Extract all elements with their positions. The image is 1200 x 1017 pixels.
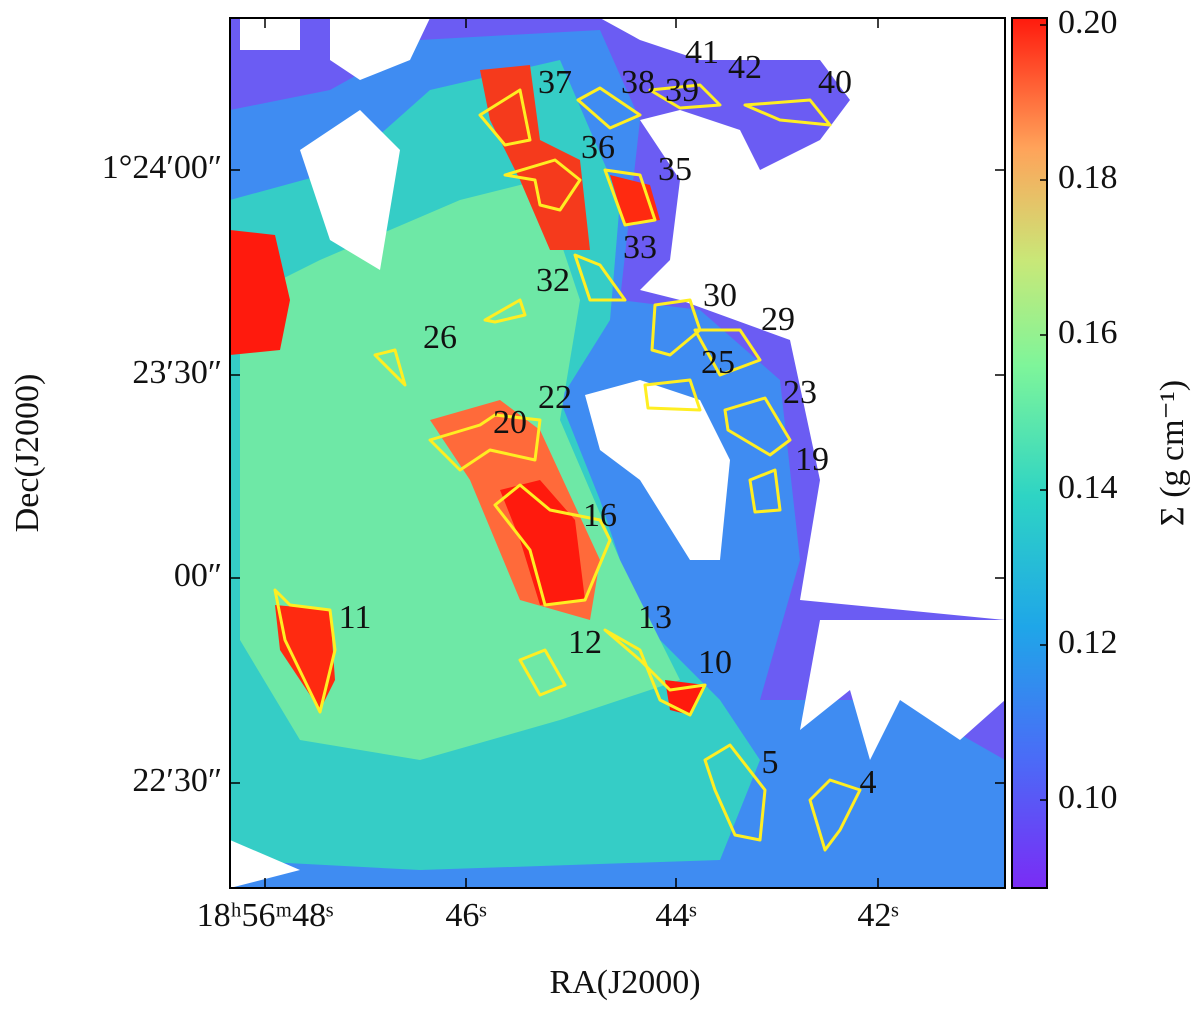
colorbar-label: Σ (g cm⁻¹) [1154,380,1191,526]
source-label: 42 [728,49,762,86]
colorbar-tick-label: 0.12 [1058,624,1118,661]
source-label: 25 [701,344,735,381]
source-label: 22 [538,379,572,416]
x-tick-label: 44ˢ [655,897,696,934]
source-label: 41 [685,34,719,71]
source-label: 10 [698,644,732,681]
source-label: 32 [536,262,570,299]
colorbar-tick-label: 0.10 [1058,779,1118,816]
colorbar-tick-label: 0.18 [1058,159,1118,196]
colorbar-tick-label: 0.14 [1058,469,1118,506]
source-label: 26 [423,319,457,356]
plot-frame [229,17,1006,889]
source-label: 20 [493,404,527,441]
source-label: 40 [818,64,852,101]
y-axis-label: Dec(J2000) [9,374,46,533]
colorbar [1011,17,1048,889]
source-label: 29 [761,301,795,338]
x-tick-label: 42ˢ [857,897,898,934]
y-tick-label: 00″ [174,557,222,594]
y-tick-label: 22′30″ [132,762,222,799]
source-label: 11 [339,599,372,636]
x-tick-label: 18ʰ56ᵐ48ˢ [197,897,334,934]
source-label: 19 [795,441,829,478]
source-label: 37 [538,64,572,101]
source-label: 13 [638,599,672,636]
x-tick-label: 46ˢ [445,897,486,934]
source-label: 33 [623,229,657,266]
source-label: 16 [583,497,617,534]
colorbar-tick-label: 0.16 [1058,314,1118,351]
source-label: 36 [581,129,615,166]
source-label: 23 [783,374,817,411]
contours [273,83,862,852]
source-label: 5 [762,744,779,781]
source-label: 12 [568,624,602,661]
source-label: 35 [658,151,692,188]
map [230,18,1005,888]
y-tick-label: 23′30″ [132,354,222,391]
source-label: 30 [703,277,737,314]
x-axis-label: RA(J2000) [549,964,700,1001]
source-label: 38 [621,64,655,101]
colorbar-tick-label: 0.20 [1058,4,1118,41]
source-label: 4 [860,764,877,801]
source-label: 39 [665,72,699,109]
y-tick-label: 1°24′00″ [102,149,222,186]
